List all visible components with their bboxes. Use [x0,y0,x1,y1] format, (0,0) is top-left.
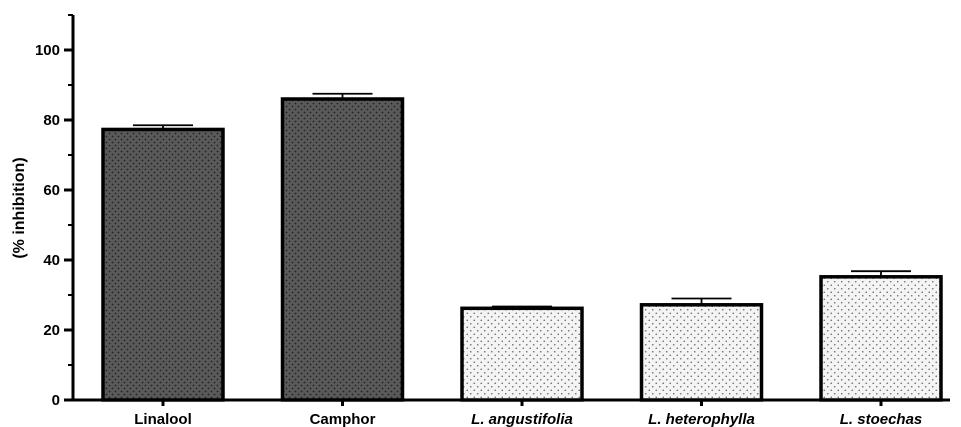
bar-1 [101,127,225,402]
error-bar-4 [671,297,732,305]
bar-5 [819,275,943,402]
y-tick-label-0: 0 [52,392,60,409]
y-tick-label-60: 60 [43,182,60,199]
y-tick-label-20: 20 [43,322,60,339]
bar-4 [639,303,764,402]
error-bar-5 [851,270,911,277]
category-label-3: L. angustifolia [471,411,573,427]
y-axis-label: (% inhibition) [11,157,28,258]
category-label-2: Camphor [310,411,376,427]
category-label-5: L. stoechas [840,411,923,427]
bar-3 [460,306,584,402]
bars-layer [101,92,943,402]
bar-2 [280,97,405,402]
error-bar-3 [492,305,552,309]
error-bar-1 [133,124,193,130]
y-tick-label-100: 100 [35,42,60,59]
y-tick-label-40: 40 [43,252,60,269]
y-tick-label-80: 80 [43,112,60,129]
category-label-4: L. heterophylla [648,411,755,427]
category-label-1: Linalool [134,411,192,427]
error-bar-2 [312,92,373,99]
axes-layer: Linalool Camphor L. angustifolia L. heterop… [35,14,950,427]
